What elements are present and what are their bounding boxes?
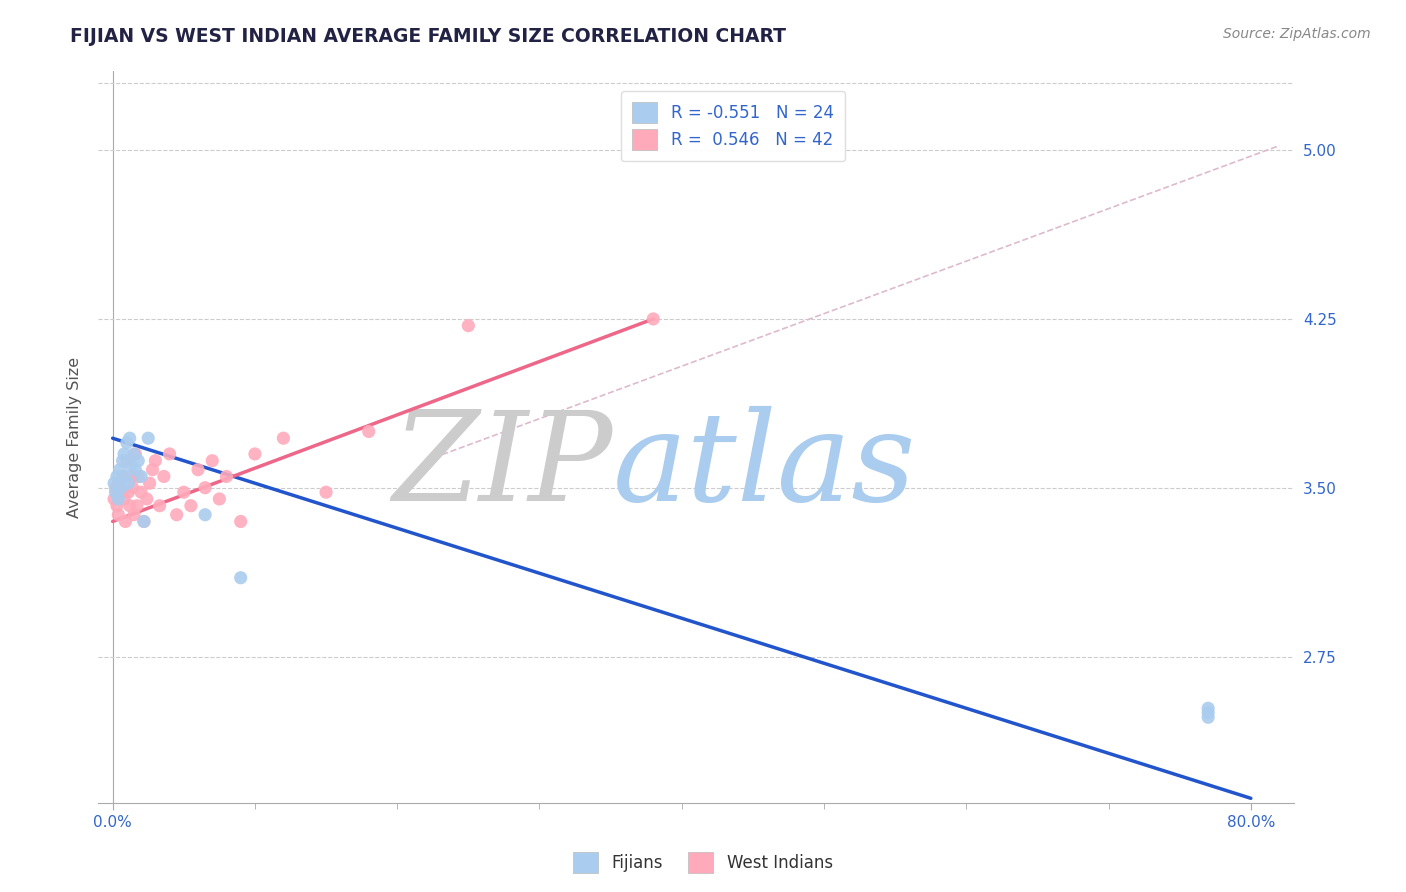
Point bbox=[118, 431, 141, 445]
Point bbox=[1197, 706, 1219, 720]
Point bbox=[108, 463, 131, 477]
Point bbox=[129, 485, 152, 500]
Point bbox=[103, 476, 125, 491]
Point bbox=[115, 435, 138, 450]
Point bbox=[136, 431, 159, 445]
Point bbox=[643, 312, 665, 326]
Point bbox=[103, 491, 125, 506]
Point bbox=[1197, 710, 1219, 724]
Point bbox=[117, 476, 139, 491]
Point bbox=[110, 485, 132, 500]
Point bbox=[143, 453, 166, 467]
Point bbox=[105, 469, 128, 483]
Point bbox=[166, 508, 188, 522]
Point bbox=[121, 481, 143, 495]
Text: atlas: atlas bbox=[613, 406, 915, 527]
Point bbox=[118, 499, 141, 513]
Point bbox=[229, 515, 252, 529]
Point bbox=[125, 499, 148, 513]
Point bbox=[187, 463, 209, 477]
Point bbox=[153, 469, 176, 483]
Point bbox=[141, 463, 163, 477]
Point bbox=[135, 491, 157, 506]
Point bbox=[243, 447, 266, 461]
Point bbox=[457, 318, 479, 333]
Y-axis label: Average Family Size: Average Family Size bbox=[66, 357, 82, 517]
Point bbox=[180, 499, 202, 513]
Text: Source: ZipAtlas.com: Source: ZipAtlas.com bbox=[1223, 27, 1371, 41]
Point bbox=[159, 447, 181, 461]
Point bbox=[112, 447, 135, 461]
Point bbox=[124, 463, 146, 477]
Point bbox=[273, 431, 295, 445]
Point bbox=[110, 481, 132, 495]
Point bbox=[138, 476, 160, 491]
Point bbox=[357, 425, 380, 439]
Legend: R = -0.551   N = 24, R =  0.546   N = 42: R = -0.551 N = 24, R = 0.546 N = 42 bbox=[620, 91, 845, 161]
Point bbox=[105, 499, 128, 513]
Point bbox=[107, 508, 129, 522]
Point bbox=[111, 453, 134, 467]
Point bbox=[112, 491, 135, 506]
Point bbox=[104, 481, 127, 495]
Point bbox=[132, 515, 155, 529]
Point bbox=[215, 469, 238, 483]
Point bbox=[208, 491, 231, 506]
Point bbox=[194, 508, 217, 522]
Text: FIJIAN VS WEST INDIAN AVERAGE FAMILY SIZE CORRELATION CHART: FIJIAN VS WEST INDIAN AVERAGE FAMILY SIZ… bbox=[70, 27, 786, 45]
Point bbox=[114, 515, 136, 529]
Point bbox=[127, 453, 149, 467]
Point bbox=[149, 499, 172, 513]
Point bbox=[173, 485, 195, 500]
Point bbox=[120, 469, 142, 483]
Point bbox=[107, 491, 129, 506]
Point bbox=[122, 508, 145, 522]
Point bbox=[127, 469, 149, 483]
Text: ZIP: ZIP bbox=[392, 406, 613, 527]
Point bbox=[114, 469, 136, 483]
Point bbox=[315, 485, 337, 500]
Point bbox=[120, 458, 142, 473]
Point bbox=[132, 515, 155, 529]
Point bbox=[201, 453, 224, 467]
Point bbox=[124, 447, 146, 461]
Point bbox=[122, 447, 145, 461]
Point bbox=[111, 469, 134, 483]
Point bbox=[194, 481, 217, 495]
Point bbox=[117, 485, 139, 500]
Point bbox=[104, 485, 127, 500]
Legend: Fijians, West Indians: Fijians, West Indians bbox=[567, 846, 839, 880]
Point bbox=[229, 571, 252, 585]
Point bbox=[129, 469, 152, 483]
Point bbox=[108, 476, 131, 491]
Point bbox=[1197, 701, 1219, 715]
Point bbox=[115, 453, 138, 467]
